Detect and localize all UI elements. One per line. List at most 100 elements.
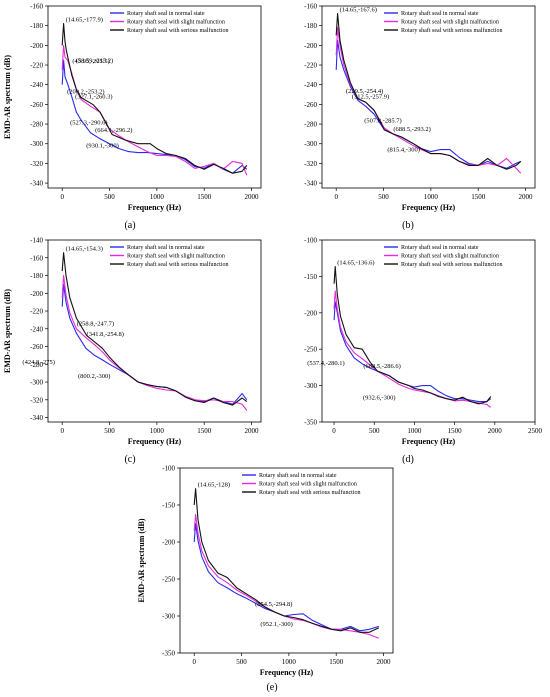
y-tick-label: -240 <box>30 81 43 89</box>
x-tick-label: 0 <box>60 193 64 201</box>
x-tick-label: 1500 <box>197 193 212 201</box>
y-tick-label: -320 <box>30 160 43 168</box>
series-line-slight <box>193 514 379 639</box>
data-annotation: (424.8,-275) <box>22 359 55 366</box>
legend-entry-normal: Rotary shaft seal in normal state <box>401 244 479 251</box>
y-tick-label: -240 <box>30 325 43 333</box>
data-annotation: (312.5,-257.9) <box>352 93 389 100</box>
legend-entry-normal: Rotary shaft seal in normal state <box>401 10 479 17</box>
series-line-normal <box>335 39 522 169</box>
y-tick-label: -300 <box>30 140 43 148</box>
data-annotation: (527.3,-290.6) <box>70 119 107 126</box>
y-tick-label: -100 <box>162 465 175 473</box>
y-tick-label: -180 <box>304 22 317 30</box>
y-tick-label: -340 <box>30 414 43 422</box>
x-axis-label: Frequency (Hz) <box>260 668 314 677</box>
x-tick-label: 2500 <box>528 427 543 435</box>
data-annotation: (43.95,-205.5) <box>72 58 109 65</box>
x-tick-label: 0 <box>60 427 64 435</box>
data-annotation: (14.65,-136.6) <box>337 260 374 267</box>
series-line-serious <box>61 23 248 174</box>
y-axis-label: EMD-AR spectrum (dB) <box>3 289 12 373</box>
panel-label: (b) <box>402 220 414 231</box>
legend-entry-slight: Rotary shaft seal with slight malfunctio… <box>127 253 225 260</box>
y-tick-label: -160 <box>30 3 43 11</box>
series-line-normal <box>193 522 379 632</box>
data-annotation: (537.4,-280.1) <box>307 360 344 367</box>
y-tick-label: -350 <box>162 650 175 658</box>
panel-label: (c) <box>124 454 135 465</box>
legend-entry-normal: Rotary shaft seal in normal state <box>259 472 337 479</box>
series-line-normal <box>61 59 248 174</box>
data-annotation: (664.1,-296.2) <box>95 127 132 134</box>
x-tick-label: 1000 <box>150 427 165 435</box>
panel-label: (d) <box>402 454 414 465</box>
panel-c: -340 -320 -300 -280 -260 -240 -220 -200 -180 -160… <box>3 237 262 465</box>
data-annotation: (14.65,-154.3) <box>66 246 103 253</box>
legend-entry-serious: Rotary shaft seal with serious malfuncti… <box>259 489 360 496</box>
y-tick-label: -220 <box>304 62 317 70</box>
x-tick-label: 2000 <box>488 427 503 435</box>
x-axis-label: Frequency (Hz) <box>128 203 182 212</box>
data-annotation: (815.4,-300) <box>387 147 420 154</box>
legend-entry-slight: Rotary shaft seal with slight malfunctio… <box>401 19 499 26</box>
data-annotation: (229.5,-254.4) <box>346 88 383 95</box>
y-tick-label: -320 <box>304 160 317 168</box>
panel-b: -340 -320 -300 -280 -260 -240 -220 -200 -180 -160… <box>304 3 536 231</box>
x-tick-label: 1500 <box>197 427 212 435</box>
y-tick-label: -200 <box>30 42 43 50</box>
x-tick-label: 1000 <box>424 193 439 201</box>
x-tick-label: 500 <box>104 193 115 201</box>
x-tick-label: 500 <box>369 427 380 435</box>
data-annotation: (258.8,-247.7) <box>77 321 114 328</box>
y-tick-label: -200 <box>304 42 317 50</box>
series-line-slight <box>335 27 522 174</box>
y-tick-label: -220 <box>30 308 43 316</box>
panel-a: -340 -320 -300 -280 -260 -240 -220 -200 -180 -160… <box>3 3 262 231</box>
x-axis-label: Frequency (Hz) <box>402 437 456 446</box>
y-tick-label: -150 <box>304 273 317 281</box>
x-axis-label: Frequency (Hz) <box>402 203 456 212</box>
x-tick-label: 1000 <box>150 193 165 201</box>
y-tick-label: -160 <box>30 254 43 262</box>
plot-frame <box>179 467 394 654</box>
y-tick-label: -340 <box>304 180 317 188</box>
y-tick-label: -260 <box>304 101 317 109</box>
data-annotation: (952.1,-300) <box>260 621 293 628</box>
panel-label: (a) <box>124 220 135 231</box>
y-tick-label: -140 <box>30 237 43 245</box>
x-tick-label: 2000 <box>245 427 260 435</box>
data-annotation: (930.1,-300) <box>86 143 119 150</box>
data-annotation: (932.6,-300) <box>363 395 396 402</box>
y-tick-label: -160 <box>304 3 317 11</box>
data-annotation: (507.8,-285.7) <box>364 118 401 125</box>
legend-entry-serious: Rotary shaft seal with serious malfuncti… <box>127 27 228 34</box>
x-tick-label: 500 <box>378 193 389 201</box>
data-annotation: (58.59,-215.2) <box>76 57 113 64</box>
legend-entry-slight: Rotary shaft seal with slight malfunctio… <box>401 253 499 260</box>
plot-frame <box>47 5 262 189</box>
y-axis-label: EMD-AR spectrum (dB) <box>137 518 146 602</box>
series-line-slight <box>61 274 248 411</box>
legend-entry-normal: Rotary shaft seal in normal state <box>127 10 205 17</box>
y-tick-label: -280 <box>30 121 43 129</box>
y-tick-label: -240 <box>304 81 317 89</box>
legend-entry-serious: Rotary shaft seal with serious malfuncti… <box>127 261 228 268</box>
panel-e: -350 -300 -250 -200 -150 -100 0 500 1000 1500 2000… <box>137 465 394 693</box>
series-line-normal <box>333 301 492 403</box>
series-line-serious <box>335 12 522 170</box>
y-tick-label: -180 <box>30 22 43 30</box>
series-line-slight <box>333 290 492 408</box>
y-tick-label: -280 <box>304 121 317 129</box>
y-tick-label: -250 <box>304 346 317 354</box>
data-annotation: (200.2,-253.2) <box>67 89 104 96</box>
series-line-serious <box>61 252 248 406</box>
y-tick-label: -350 <box>304 419 317 427</box>
y-tick-label: -250 <box>162 576 175 584</box>
y-tick-label: -300 <box>162 613 175 621</box>
data-annotation: (327.1,-260.3) <box>75 94 112 101</box>
x-tick-label: 1500 <box>471 193 486 201</box>
y-tick-label: -340 <box>30 180 43 188</box>
x-tick-label: 500 <box>236 658 247 666</box>
